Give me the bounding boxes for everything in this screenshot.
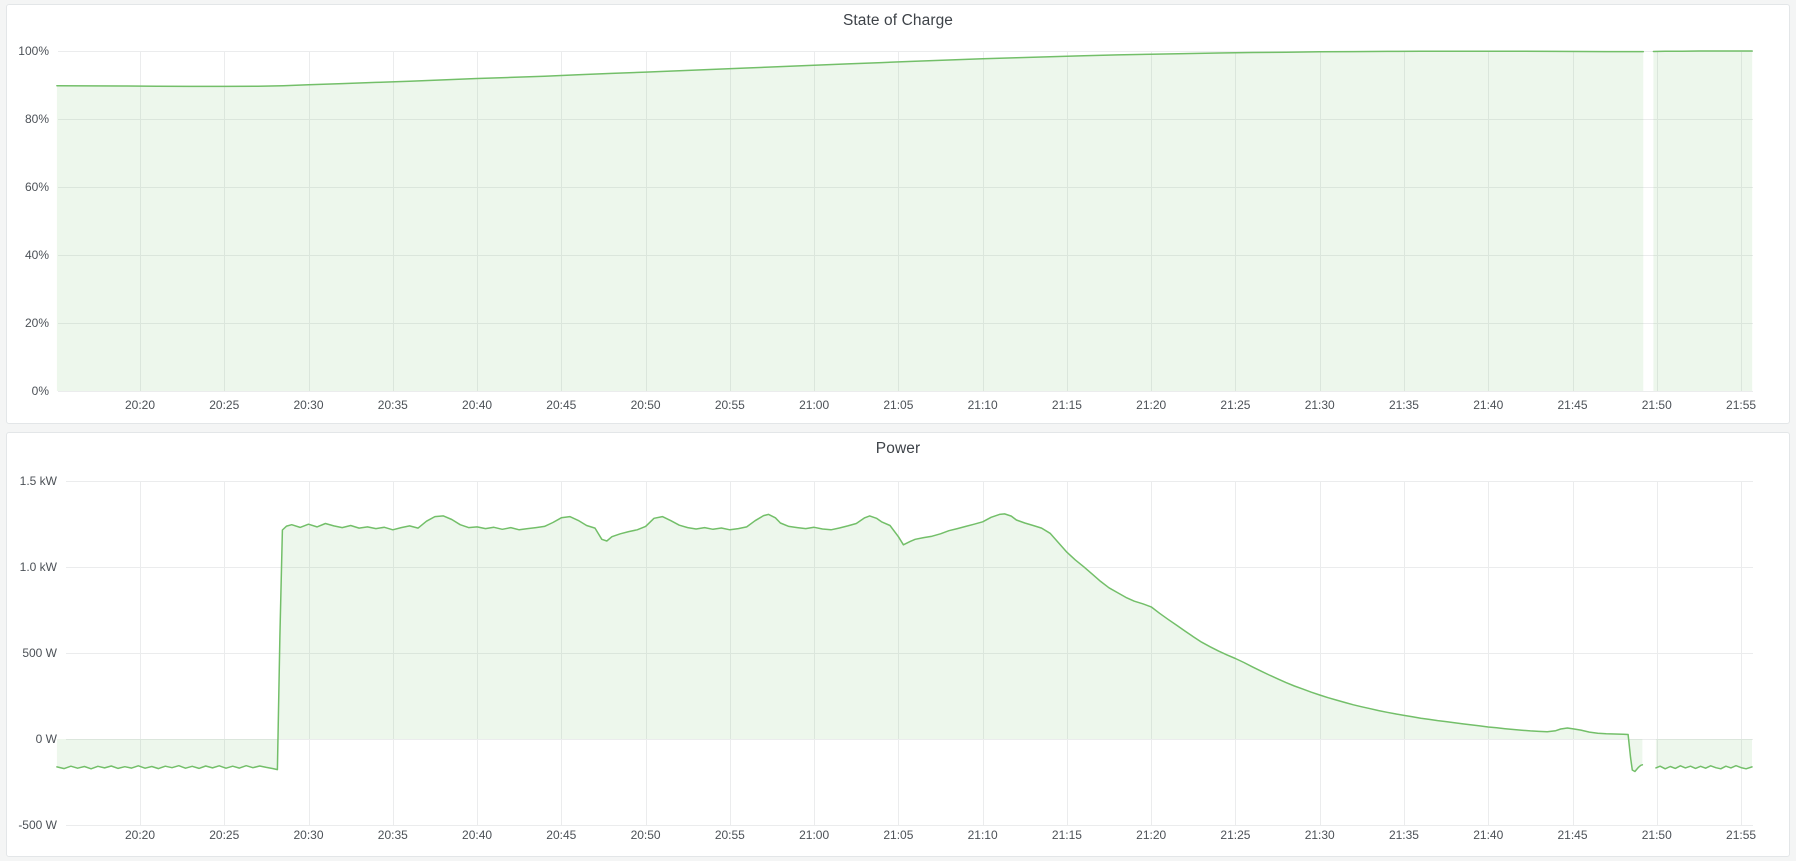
- x-axis-tick-label: 20:35: [378, 398, 408, 412]
- y-axis-tick-label: 1.5 kW: [20, 474, 58, 488]
- x-axis-tick-label: 21:10: [968, 398, 998, 412]
- x-axis-tick-label: 21:45: [1557, 398, 1587, 412]
- x-axis-tick-label: 21:20: [1136, 398, 1166, 412]
- x-axis-tick-label: 20:25: [209, 828, 239, 842]
- x-axis-tick-label: 21:30: [1305, 398, 1335, 412]
- x-axis-tick-label: 21:55: [1726, 828, 1756, 842]
- y-axis-tick-label: -500 W: [18, 818, 57, 832]
- gridlines: [58, 51, 1753, 392]
- x-axis-tick-label: 20:30: [294, 828, 324, 842]
- x-axis-tick-label: 20:40: [462, 398, 492, 412]
- x-axis-tick-label: 20:55: [715, 398, 745, 412]
- x-axis-tick-label: 20:50: [631, 398, 661, 412]
- panel-title-state-of-charge[interactable]: State of Charge: [842, 12, 954, 29]
- series-line: [56, 50, 1753, 88]
- x-axis-tick-label: 20:35: [378, 828, 408, 842]
- gridlines: [66, 481, 1753, 826]
- y-axis-tick-label: 0%: [32, 384, 50, 398]
- x-axis-tick-label: 21:15: [1052, 398, 1082, 412]
- x-axis-tick-label: 20:55: [715, 828, 745, 842]
- x-axis-tick-label: 21:35: [1389, 398, 1419, 412]
- x-axis-tick-label: 21:05: [883, 398, 913, 412]
- panel-power: Power -500 W 0 W 500 W 1.0 kW 1.5 kW 20:20 20:…: [6, 432, 1790, 857]
- power-chart[interactable]: -500 W 0 W 500 W 1.0 kW 1.5 kW 20:20 20:25 20:3…: [7, 433, 1789, 856]
- x-axis-tick-label: 20:45: [546, 828, 576, 842]
- y-axis-tick-label: 100%: [18, 44, 49, 58]
- y-axis-tick-label: 0 W: [36, 732, 58, 746]
- x-axis-tick-label: 21:00: [799, 398, 829, 412]
- panel-state-of-charge: State of Charge 0% 20% 40% 60% 80% 100% 20:20 2…: [6, 4, 1790, 424]
- x-axis-tick-label: 21:55: [1726, 398, 1756, 412]
- y-axis-tick-label: 40%: [25, 248, 49, 262]
- series-area-fill: [56, 513, 1752, 772]
- x-axis-tick-label: 21:50: [1642, 828, 1672, 842]
- y-axis-tick-label: 20%: [25, 316, 49, 330]
- x-axis-tick-label: 21:45: [1557, 828, 1587, 842]
- x-axis-tick-label: 21:30: [1305, 828, 1335, 842]
- x-axis-tick-label: 20:20: [125, 398, 155, 412]
- x-axis-tick-label: 21:10: [968, 828, 998, 842]
- x-axis-tick-label: 21:40: [1473, 398, 1503, 412]
- x-axis-tick-label: 20:50: [631, 828, 661, 842]
- x-axis-tick-label: 20:25: [209, 398, 239, 412]
- x-axis-tick-label: 21:15: [1052, 828, 1082, 842]
- x-axis-tick-label: 21:00: [799, 828, 829, 842]
- x-axis-tick-label: 20:20: [125, 828, 155, 842]
- x-axis-tick-label: 21:05: [883, 828, 913, 842]
- axis-labels: 0% 20% 40% 60% 80% 100% 20:20 20:25 20:30 20:35 20…: [18, 44, 1756, 412]
- series-line: [56, 513, 1753, 773]
- x-axis-tick-label: 20:30: [294, 398, 324, 412]
- x-axis-tick-label: 21:50: [1642, 398, 1672, 412]
- y-axis-tick-label: 500 W: [22, 646, 57, 660]
- y-axis-tick-label: 60%: [25, 180, 49, 194]
- x-axis-tick-label: 21:25: [1220, 828, 1250, 842]
- y-axis-tick-label: 1.0 kW: [20, 560, 58, 574]
- x-axis-tick-label: 20:40: [462, 828, 492, 842]
- panel-title-power[interactable]: Power: [875, 440, 921, 457]
- state-of-charge-chart[interactable]: 0% 20% 40% 60% 80% 100% 20:20 20:25 20:30 20:35 20…: [7, 5, 1789, 423]
- x-axis-tick-label: 21:20: [1136, 828, 1166, 842]
- x-axis-tick-label: 21:35: [1389, 828, 1419, 842]
- axis-labels: -500 W 0 W 500 W 1.0 kW 1.5 kW 20:20 20:25 20:3…: [18, 474, 1756, 842]
- y-axis-tick-label: 80%: [25, 112, 49, 126]
- x-axis-tick-label: 21:25: [1220, 398, 1250, 412]
- x-axis-tick-label: 20:45: [546, 398, 576, 412]
- series-area-fill: [56, 51, 1753, 391]
- x-axis-tick-label: 21:40: [1473, 828, 1503, 842]
